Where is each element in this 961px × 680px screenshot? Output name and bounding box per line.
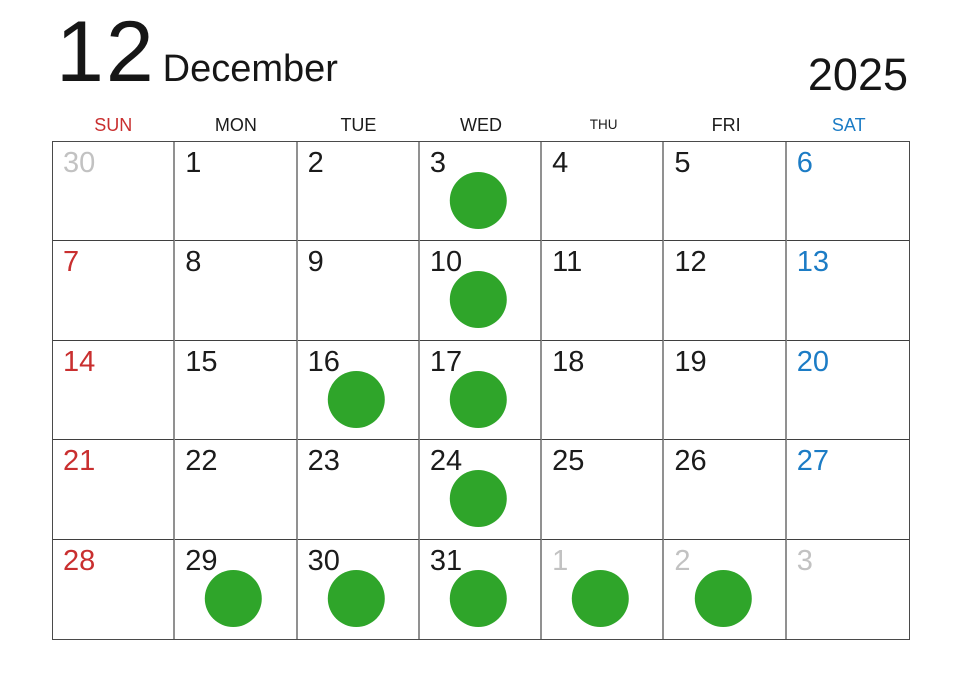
day-number: 24 bbox=[429, 445, 463, 478]
availability-dot-icon bbox=[205, 569, 263, 627]
day-number: 16 bbox=[307, 345, 340, 378]
day-cell-w3-mon[interactable]: 15 bbox=[175, 340, 298, 441]
calendar-title: 12 December bbox=[56, 0, 338, 104]
day-number: 19 bbox=[674, 345, 707, 378]
day-number: 1 bbox=[185, 147, 202, 179]
day-number: 13 bbox=[796, 246, 829, 279]
day-cell-w4-sat[interactable]: 27 bbox=[786, 440, 909, 540]
day-number: 10 bbox=[429, 246, 463, 279]
day-number: 30 bbox=[63, 147, 96, 179]
day-number: 11 bbox=[552, 246, 583, 279]
day-number: 17 bbox=[429, 345, 463, 378]
year-label: 2025 bbox=[807, 49, 908, 100]
day-cell-w1-thu[interactable]: 4 bbox=[542, 142, 665, 242]
day-number: 23 bbox=[307, 445, 340, 478]
day-number: 15 bbox=[185, 345, 218, 378]
day-cell-w4-thu[interactable]: 25 bbox=[542, 440, 665, 540]
day-number: 29 bbox=[185, 544, 218, 577]
day-number: 5 bbox=[674, 147, 691, 179]
day-cell-w4-wed[interactable]: 24 bbox=[419, 440, 543, 540]
day-cell-w4-mon[interactable]: 22 bbox=[175, 440, 298, 540]
day-cell-w2-fri[interactable]: 12 bbox=[664, 241, 787, 341]
day-number: 2 bbox=[674, 544, 691, 577]
availability-dot-icon bbox=[449, 470, 507, 528]
availability-dot-icon bbox=[327, 370, 385, 428]
day-cell-w3-fri[interactable]: 19 bbox=[664, 340, 787, 441]
availability-dot-icon bbox=[449, 271, 507, 329]
day-number: 25 bbox=[552, 445, 585, 478]
day-cell-w1-sat[interactable]: 6 bbox=[786, 142, 909, 242]
day-number: 14 bbox=[63, 345, 96, 378]
day-cell-w3-tue[interactable]: 16 bbox=[297, 340, 420, 441]
day-number: 30 bbox=[307, 544, 340, 577]
day-cell-w5-fri[interactable]: 2 bbox=[664, 539, 787, 639]
calendar-grid: 30 1 2 3 4 5 6 7 8 9 10 11 12 13 14 15 16 17 18 19 20 21 22 23 2… bbox=[52, 141, 910, 640]
day-number: 12 bbox=[674, 246, 707, 279]
day-cell-w5-sat[interactable]: 3 bbox=[786, 539, 909, 639]
day-cell-w4-sun[interactable]: 21 bbox=[53, 440, 176, 540]
weekday-header-row: SUN MON TUE WED THU FRI SAT bbox=[52, 112, 910, 140]
day-number: 31 bbox=[429, 544, 463, 577]
availability-dot-icon bbox=[327, 569, 385, 627]
day-cell-w1-tue[interactable]: 2 bbox=[297, 142, 420, 242]
availability-dot-icon bbox=[449, 172, 507, 229]
day-cell-w1-mon[interactable]: 1 bbox=[175, 142, 298, 242]
day-cell-w1-wed[interactable]: 3 bbox=[419, 142, 543, 242]
day-cell-w1-fri[interactable]: 5 bbox=[664, 142, 787, 242]
day-cell-w5-sun[interactable]: 28 bbox=[53, 539, 176, 639]
day-cell-w2-sun[interactable]: 7 bbox=[53, 241, 176, 341]
availability-dot-icon bbox=[572, 569, 630, 627]
day-header-wed: WED bbox=[460, 115, 503, 135]
day-cell-w5-thu[interactable]: 1 bbox=[542, 539, 665, 639]
day-cell-w2-mon[interactable]: 8 bbox=[175, 241, 298, 341]
day-cell-w3-thu[interactable]: 18 bbox=[542, 340, 665, 441]
day-header-thu: THU bbox=[589, 117, 618, 132]
day-cell-w5-tue[interactable]: 30 bbox=[297, 539, 420, 639]
day-cell-w3-sun[interactable]: 14 bbox=[53, 340, 176, 441]
day-number: 8 bbox=[185, 246, 202, 279]
day-cell-w5-wed[interactable]: 31 bbox=[419, 539, 543, 639]
day-header-fri: FRI bbox=[711, 115, 741, 135]
day-cell-w2-thu[interactable]: 11 bbox=[542, 241, 665, 341]
day-header-sun: SUN bbox=[94, 115, 133, 135]
day-cell-w4-tue[interactable]: 23 bbox=[297, 440, 420, 540]
day-number: 6 bbox=[796, 147, 813, 179]
day-header-mon: MON bbox=[214, 115, 257, 135]
day-cell-w2-sat[interactable]: 13 bbox=[786, 241, 909, 341]
day-cell-w3-wed[interactable]: 17 bbox=[419, 340, 543, 441]
day-number: 18 bbox=[552, 345, 585, 378]
day-number: 27 bbox=[796, 445, 829, 478]
day-cell-w2-wed[interactable]: 10 bbox=[419, 241, 543, 341]
day-number: 9 bbox=[307, 246, 324, 279]
day-cell-w2-tue[interactable]: 9 bbox=[297, 241, 420, 341]
day-number: 3 bbox=[796, 544, 813, 577]
day-header-sat: SAT bbox=[831, 115, 866, 135]
day-number: 7 bbox=[63, 246, 80, 279]
day-cell-w3-sat[interactable]: 20 bbox=[786, 340, 909, 441]
day-number: 26 bbox=[674, 445, 707, 478]
day-number: 1 bbox=[552, 544, 569, 577]
day-cell-w4-fri[interactable]: 26 bbox=[664, 440, 787, 540]
day-number: 28 bbox=[63, 544, 96, 577]
month-number: 12 bbox=[56, 4, 156, 100]
availability-dot-icon bbox=[449, 569, 507, 627]
day-number: 2 bbox=[307, 147, 324, 179]
day-number: 20 bbox=[796, 345, 829, 378]
day-number: 3 bbox=[429, 147, 446, 179]
day-cell-w1-sun[interactable]: 30 bbox=[53, 142, 176, 242]
availability-dot-icon bbox=[449, 370, 507, 428]
day-number: 22 bbox=[185, 445, 218, 478]
day-header-tue: TUE bbox=[340, 115, 377, 135]
availability-dot-icon bbox=[694, 569, 752, 627]
day-number: 21 bbox=[63, 445, 96, 478]
day-number: 4 bbox=[552, 147, 569, 179]
day-cell-w5-mon[interactable]: 29 bbox=[175, 539, 298, 639]
month-name: December bbox=[162, 48, 338, 90]
